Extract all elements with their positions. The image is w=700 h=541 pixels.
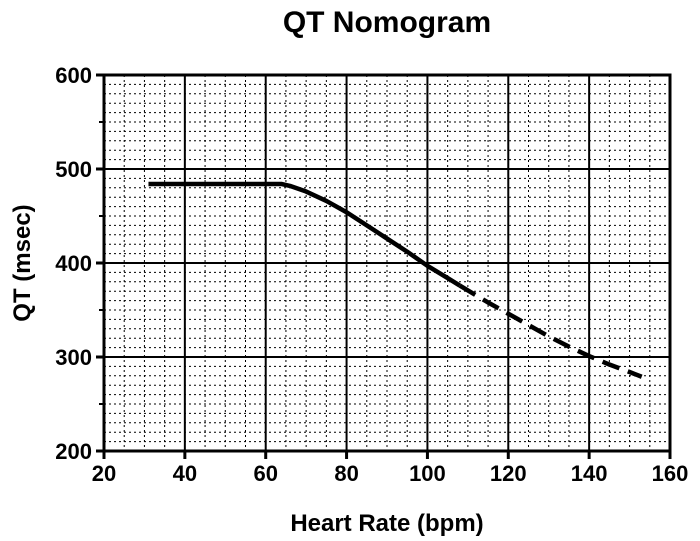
y-tick-label: 200 [55, 439, 92, 464]
y-tick-label: 400 [55, 251, 92, 276]
x-tick-label: 60 [253, 461, 277, 486]
x-tick-label: 160 [652, 461, 689, 486]
axis-ticks: 20 40 60 80 100 120 140 160 200 300 400 500 600 [55, 63, 688, 486]
qt-line-dashed [458, 283, 643, 379]
y-tick-label: 600 [55, 63, 92, 88]
plot-lines [148, 181, 643, 379]
x-tick-label: 20 [92, 461, 116, 486]
qt-line-solid [148, 181, 461, 288]
x-tick-label: 40 [173, 461, 197, 486]
y-tick-label: 500 [55, 157, 92, 182]
y-axis-label: QT (msec) [9, 204, 36, 321]
grid [104, 75, 670, 451]
x-tick-label: 80 [334, 461, 358, 486]
x-tick-label: 100 [409, 461, 446, 486]
chart-title: QT Nomogram [283, 6, 491, 39]
x-axis-label: Heart Rate (bpm) [290, 510, 483, 537]
x-tick-label: 140 [571, 461, 608, 486]
x-tick-label: 120 [490, 461, 527, 486]
y-tick-label: 300 [55, 345, 92, 370]
